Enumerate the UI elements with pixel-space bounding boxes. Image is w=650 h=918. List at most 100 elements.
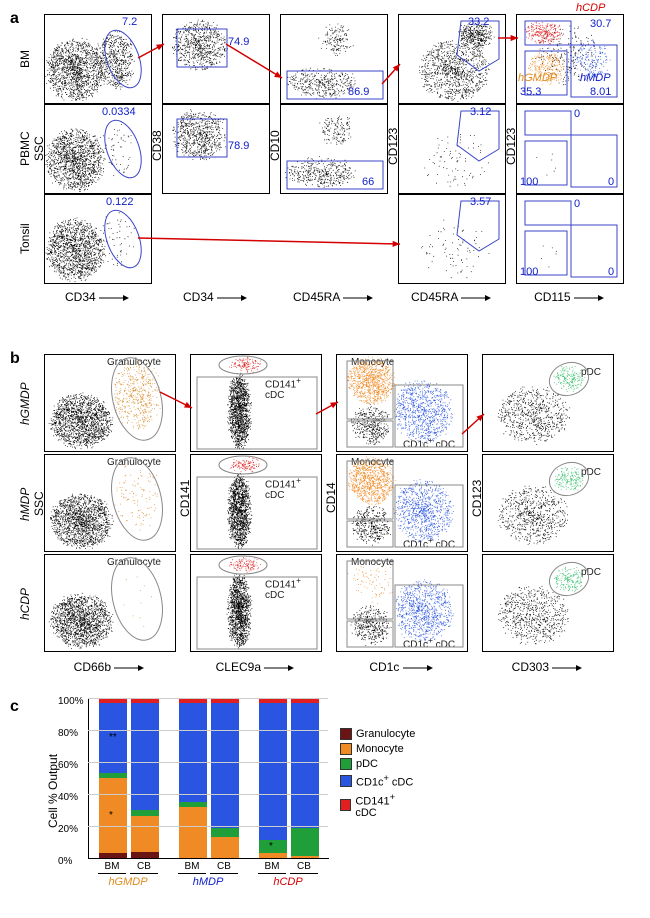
facs-plot	[162, 14, 270, 104]
x-axis-label: CD34	[162, 290, 268, 304]
rowlabel-bm: BM	[18, 14, 32, 104]
y-tick: 60%	[58, 760, 78, 768]
legend-label: CD1c+ cDC	[356, 773, 413, 789]
x-axis-label: CD115	[516, 290, 622, 304]
significance-marker: **	[109, 732, 117, 743]
gridline	[88, 698, 328, 699]
x-axis-label: CD303	[482, 660, 612, 674]
bar-segment	[291, 828, 319, 857]
gate-value: 0.0334	[102, 106, 136, 118]
bar-underline	[178, 873, 206, 874]
y-axis-title: Cell % Output	[46, 728, 60, 828]
legend-item: CD141+ cDC	[340, 792, 415, 820]
x-axis-label: CLEC9a	[190, 660, 320, 674]
y-tick: 0%	[58, 856, 72, 864]
gate-value: 0	[574, 108, 580, 120]
bar-sublabel: BM	[178, 861, 206, 872]
bar-segment	[211, 828, 239, 838]
gate-value: 78.9	[228, 140, 249, 152]
legend-item: pDC	[340, 758, 415, 770]
bar-segment	[291, 703, 319, 828]
bar-group-label: hCDP	[258, 876, 318, 888]
panel-a: a BM PBMC Tonsil SSC ↑↑↑7.274.986.933.23…	[10, 10, 650, 330]
gate-value: 0.122	[106, 196, 134, 208]
x-axis-label: CD45RA	[398, 290, 504, 304]
bar-segment	[259, 703, 287, 841]
legend-label: Monocyte	[356, 743, 404, 755]
gate-value: 33.2	[468, 16, 489, 28]
pop-label-hcdp: hCDP	[576, 2, 605, 14]
bar-segment	[131, 852, 159, 858]
pop-label-hmdp: hMDP	[580, 72, 611, 84]
bar-segment	[259, 853, 287, 858]
panel-b: b hGMDP hMDP hCDP SSC Granulocyte↑CD141+…	[10, 350, 650, 680]
legend-swatch	[340, 799, 351, 811]
gridline	[88, 826, 328, 827]
bar-segment	[291, 856, 319, 858]
gate-value: 0	[608, 176, 614, 188]
legend: Granulocyte Monocyte pDC CD1c+ cDC CD141+ cD…	[340, 728, 415, 822]
gate-value: 66	[362, 176, 374, 188]
bar-sublabel: BM	[258, 861, 286, 872]
bar-sublabel: BM	[98, 861, 126, 872]
y-axis-label: CD10	[268, 14, 282, 278]
stacked-bar-plot: ****	[88, 698, 329, 859]
rowlabel-pbmc: PBMC	[18, 104, 32, 194]
significance-marker: *	[109, 810, 113, 821]
gridline	[88, 730, 328, 731]
gate-value: 7.2	[122, 16, 137, 28]
bar-underline	[258, 873, 286, 874]
x-axis-label: CD45RA	[280, 290, 386, 304]
facs-plot: CD141+cDC	[190, 354, 322, 452]
legend-label: Granulocyte	[356, 728, 415, 740]
facs-plot: Granulocyte↑	[44, 354, 176, 452]
y-tick: 40%	[58, 792, 78, 800]
bar-sublabel: CB	[130, 861, 158, 872]
facs-plot: Granulocyte↑	[44, 454, 176, 552]
gate-value: 3.12	[470, 106, 491, 118]
gate-value: 8.01	[590, 86, 611, 98]
stacked-bar-chart: Cell % Output **** GranulocyteMonocytepD…	[50, 698, 390, 898]
legend-swatch	[340, 775, 352, 787]
bar-segment	[179, 802, 207, 807]
bar-group-label: hMDP	[178, 876, 238, 888]
bar-segment	[179, 703, 207, 802]
facs-plot: pDC	[482, 554, 614, 652]
y-axis-label: CD123	[470, 354, 484, 642]
facs-plot: MonocyteCD1c+ cDC	[336, 454, 468, 552]
facs-plot	[398, 14, 506, 104]
facs-plot: CD141+cDC	[190, 454, 322, 552]
bar-underline	[98, 873, 126, 874]
y-axis-label: CD141	[178, 354, 192, 642]
y-tick: 20%	[58, 824, 78, 832]
facs-plot: ↑	[44, 104, 152, 194]
rowlabel-hmdp: hMDP	[18, 454, 32, 554]
y-axis-label: CD38	[150, 14, 164, 278]
bar-underline	[130, 873, 158, 874]
facs-plot: CD141+cDC	[190, 554, 322, 652]
panel-b-grid: Granulocyte↑CD141+cDCMonocyteCD1c+ cDCpD…	[44, 354, 612, 650]
bar-segment	[179, 807, 207, 858]
facs-plot	[280, 14, 388, 104]
gate-value: 74.9	[228, 36, 249, 48]
gate-value: 0	[608, 266, 614, 278]
legend-item: CD1c+ cDC	[340, 773, 415, 789]
rowlabel-hcdp: hCDP	[18, 554, 32, 654]
gridline	[88, 762, 328, 763]
y-tick: 80%	[58, 728, 78, 736]
gate-value: 0	[574, 198, 580, 210]
panel-a-grid: ↑↑↑7.274.986.933.230.735.38.010.033478.9…	[44, 14, 622, 284]
bar-group-label: hGMDP	[98, 876, 158, 888]
pop-label-hgmdp: hGMDP	[518, 72, 557, 84]
facs-plot: MonocyteCD1c+ cDC	[336, 554, 468, 652]
significance-marker: *	[269, 841, 273, 852]
gridline	[88, 794, 328, 795]
legend-item: Granulocyte	[340, 728, 415, 740]
legend-label: CD141+ cDC	[355, 792, 415, 820]
bar-segment	[259, 840, 287, 853]
bar-segment	[99, 853, 127, 858]
rowlabel-tonsil: Tonsil	[18, 194, 32, 284]
facs-plot: MonocyteCD1c+ cDC	[336, 354, 468, 452]
panel-c: c Cell % Output **** GranulocyteMonocyte…	[10, 698, 650, 908]
x-axis-label: CD34	[44, 290, 150, 304]
